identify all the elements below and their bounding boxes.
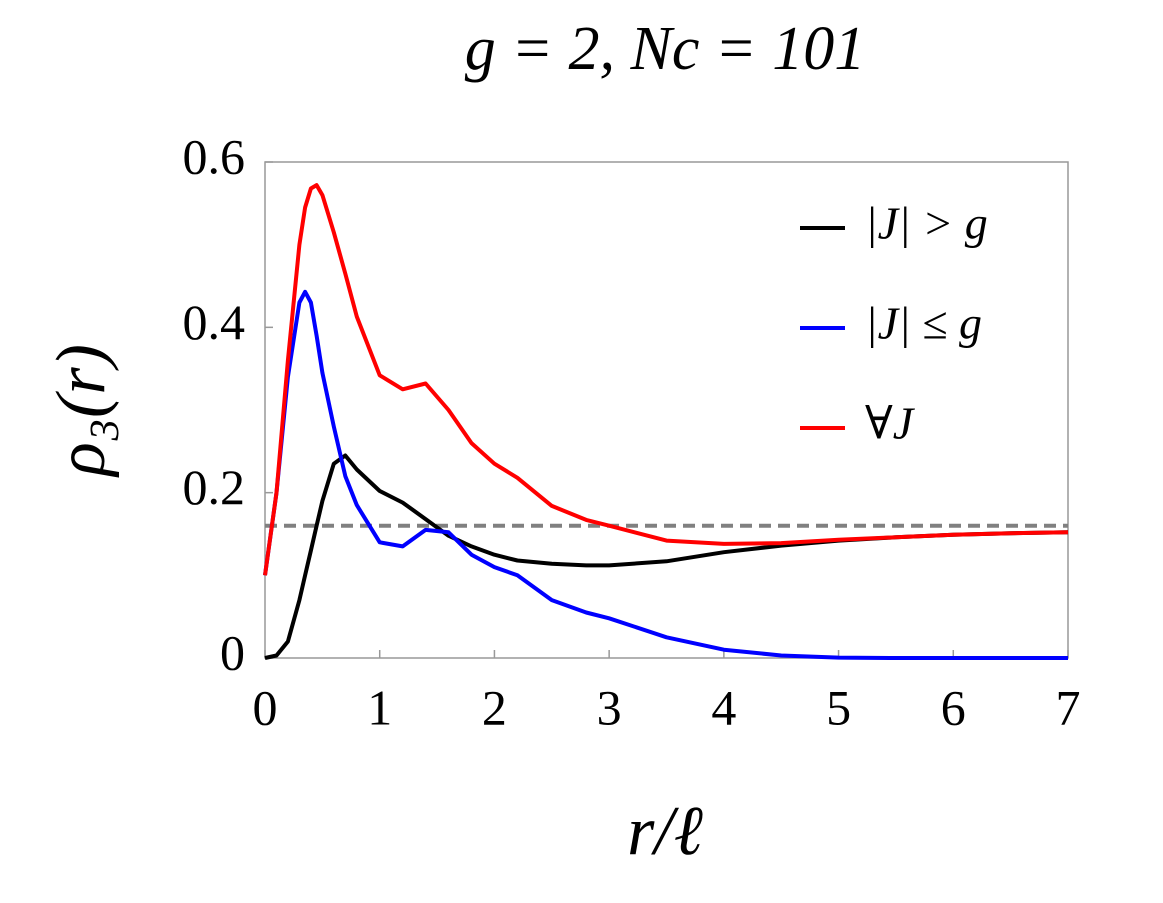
series-line: [263, 183, 1069, 576]
y-axis-label: ρ₃(r): [43, 344, 120, 478]
plot-frame: [264, 161, 1069, 659]
y-tick-label: 0: [220, 624, 245, 680]
x-axis-label: r/ℓ: [627, 793, 703, 870]
legend-label: |J| > g: [865, 198, 988, 249]
x-tick-label: 1: [367, 679, 392, 735]
chart-title: g = 2, Nc = 101: [465, 15, 866, 83]
x-tick-label: 3: [597, 679, 622, 735]
series-line: [264, 453, 1069, 660]
legend-label: |J| ≤ g: [865, 298, 982, 349]
x-tick-label: 6: [941, 679, 966, 735]
x-tick-label: 0: [253, 679, 278, 735]
x-tick-label: 5: [826, 679, 851, 735]
legend-label: ∀J: [865, 398, 916, 449]
x-tick-label: 7: [1056, 679, 1081, 735]
y-tick-label: 0.6: [183, 128, 246, 184]
x-tick-label: 4: [711, 679, 736, 735]
x-tick-label: 2: [482, 679, 507, 735]
y-tick-label: 0.4: [183, 294, 246, 350]
series-line: [263, 289, 1068, 660]
y-tick-label: 0.2: [183, 459, 246, 515]
